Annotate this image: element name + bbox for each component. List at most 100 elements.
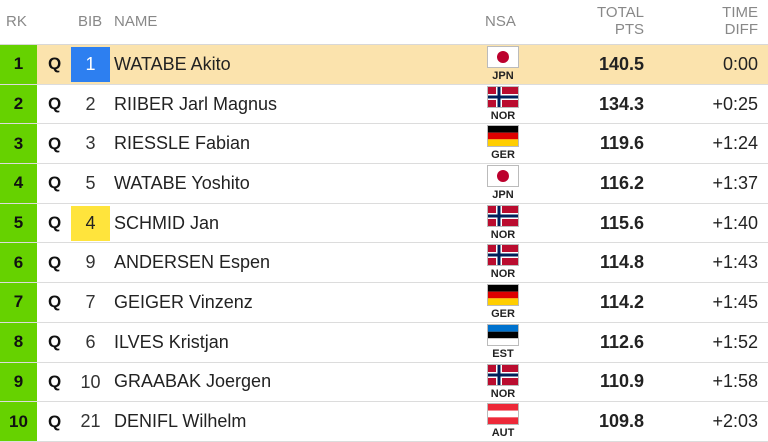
qualified-cell: Q xyxy=(48,133,62,153)
rank-cell: 6 xyxy=(0,243,37,283)
rank-cell: 2 xyxy=(0,84,37,124)
ger-flag-icon xyxy=(487,284,519,307)
rank-cell: 4 xyxy=(0,164,37,203)
time-diff-cell: +1:58 xyxy=(712,371,758,392)
nsa-code: AUT xyxy=(491,427,515,440)
ger-flag-icon xyxy=(487,125,519,148)
time-diff-cell: +2:03 xyxy=(712,411,758,432)
jpn-flag-icon xyxy=(487,46,519,68)
header-total-pts-line1: TOTAL xyxy=(597,4,644,21)
nsa-code: NOR xyxy=(490,268,516,281)
athlete-name-link[interactable]: RIESSLE Fabian xyxy=(114,133,251,154)
total-points-cell: 114.2 xyxy=(599,291,644,312)
time-diff-cell: +1:40 xyxy=(712,212,758,233)
table-header: RK BIB NAME NSA TOTAL PTS TIME DIFF xyxy=(0,0,768,45)
nsa-code: JPN xyxy=(492,189,514,202)
header-rank[interactable]: RK xyxy=(6,13,27,30)
total-points-cell: 116.2 xyxy=(599,172,644,193)
athlete-name-link[interactable]: SCHMID Jan xyxy=(114,212,220,233)
total-points-cell: 119.6 xyxy=(599,133,644,154)
athlete-name-link[interactable]: WATABE Akito xyxy=(114,53,231,74)
bib-cell: 21 xyxy=(80,411,101,432)
qualified-cell: Q xyxy=(48,292,62,312)
qualified-cell: Q xyxy=(48,411,62,431)
time-diff-cell: 0:00 xyxy=(722,53,758,74)
table-row[interactable]: 5 Q 4 SCHMID Jan NOR 115.6 +1:40 xyxy=(0,203,768,244)
total-points-cell: 140.5 xyxy=(598,53,644,74)
rank-cell: 5 xyxy=(0,203,37,243)
jpn-flag-icon xyxy=(487,165,519,188)
athlete-name-link[interactable]: DENIFL Wilhelm xyxy=(114,411,247,432)
bib-cell: 1 xyxy=(71,47,110,82)
total-points-cell: 109.8 xyxy=(598,411,644,432)
time-diff-cell: +1:24 xyxy=(712,133,758,154)
table-body: 1 Q 1 WATABE Akito JPN 140.5 0:00 2 Q 2 RIIBER Jar… xyxy=(0,45,768,442)
table-row[interactable]: 1 Q 1 WATABE Akito JPN 140.5 0:00 xyxy=(0,45,768,85)
est-flag-icon xyxy=(487,323,519,346)
time-diff-cell: +1:43 xyxy=(712,252,758,273)
time-diff-cell: +1:52 xyxy=(712,331,758,352)
rank-cell: 7 xyxy=(0,283,37,322)
table-row[interactable]: 4 Q 5 WATABE Yoshito JPN 116.2 +1:37 xyxy=(0,164,768,204)
table-row[interactable]: 2 Q 2 RIIBER Jarl Magnus NOR 134.3 +0:25 xyxy=(0,84,768,125)
qualified-cell: Q xyxy=(48,252,62,272)
bib-cell: 10 xyxy=(80,371,101,392)
total-points-cell: 115.6 xyxy=(599,212,644,233)
table-row[interactable]: 3 Q 3 RIESSLE Fabian GER 119.6 +1:24 xyxy=(0,124,768,165)
table-row[interactable]: 8 Q 6 ILVES Kristjan EST 112.6 +1:52 xyxy=(0,322,768,363)
header-total-pts[interactable]: TOTAL PTS xyxy=(597,4,644,38)
nsa-code: JPN xyxy=(492,70,514,82)
total-points-cell: 110.9 xyxy=(599,371,644,392)
rank-cell: 3 xyxy=(0,124,37,164)
rank-cell: 8 xyxy=(0,322,37,362)
header-time-diff[interactable]: TIME DIFF xyxy=(722,4,758,38)
header-time-diff-line2: DIFF xyxy=(724,21,758,38)
header-time-diff-line1: TIME xyxy=(722,4,758,21)
athlete-name-link[interactable]: ANDERSEN Espen xyxy=(114,252,271,273)
time-diff-cell: +1:45 xyxy=(712,291,758,312)
athlete-name-link[interactable]: RIIBER Jarl Magnus xyxy=(114,93,278,114)
nor-flag-icon xyxy=(487,244,519,267)
header-name[interactable]: NAME xyxy=(114,13,158,30)
header-total-pts-line2: PTS xyxy=(614,21,644,38)
nor-flag-icon xyxy=(487,204,519,227)
qualified-cell: Q xyxy=(48,213,62,233)
time-diff-cell: +1:37 xyxy=(712,172,758,193)
total-points-cell: 134.3 xyxy=(598,93,644,114)
athlete-name-link[interactable]: GEIGER Vinzenz xyxy=(114,291,253,312)
header-nsa[interactable]: NSA xyxy=(485,13,516,30)
athlete-name-link[interactable]: GRAABAK Joergen xyxy=(114,371,272,392)
bib-cell: 2 xyxy=(85,93,96,114)
rank-cell: 9 xyxy=(0,362,37,402)
nor-flag-icon xyxy=(487,85,519,108)
table-row[interactable]: 7 Q 7 GEIGER Vinzenz GER 114.2 +1:45 xyxy=(0,283,768,323)
nsa-code: NOR xyxy=(490,109,516,122)
total-points-cell: 114.8 xyxy=(599,252,644,273)
nsa-code: GER xyxy=(491,149,515,162)
qualified-cell: Q xyxy=(48,173,62,193)
bib-cell: 3 xyxy=(85,133,96,154)
qualified-cell: Q xyxy=(48,54,62,74)
qualified-cell: Q xyxy=(48,94,62,114)
header-bib[interactable]: BIB xyxy=(78,13,103,30)
table-row[interactable]: 6 Q 9 ANDERSEN Espen NOR 114.8 +1:43 xyxy=(0,243,768,284)
athlete-name-link[interactable]: ILVES Kristjan xyxy=(114,331,229,352)
bib-cell: 4 xyxy=(71,205,110,241)
athlete-name-link[interactable]: WATABE Yoshito xyxy=(114,172,250,193)
bib-cell: 5 xyxy=(85,173,96,194)
nsa-code: NOR xyxy=(490,228,516,241)
total-points-cell: 112.6 xyxy=(599,331,644,352)
nsa-code: NOR xyxy=(490,387,516,400)
table-row[interactable]: 10 Q 21 DENIFL Wilhelm AUT 109.8 +2:03 xyxy=(0,402,768,442)
qualified-cell: Q xyxy=(48,332,62,352)
bib-cell: 7 xyxy=(85,292,96,313)
bib-cell: 6 xyxy=(85,331,96,352)
time-diff-cell: +0:25 xyxy=(712,93,758,114)
nsa-code: GER xyxy=(491,308,515,321)
rank-cell: 10 xyxy=(0,402,37,441)
bib-cell: 9 xyxy=(85,252,96,273)
rank-cell: 1 xyxy=(0,45,37,84)
nor-flag-icon xyxy=(487,363,519,386)
table-row[interactable]: 9 Q 10 GRAABAK Joergen NOR 110.9 +1:58 xyxy=(0,362,768,403)
